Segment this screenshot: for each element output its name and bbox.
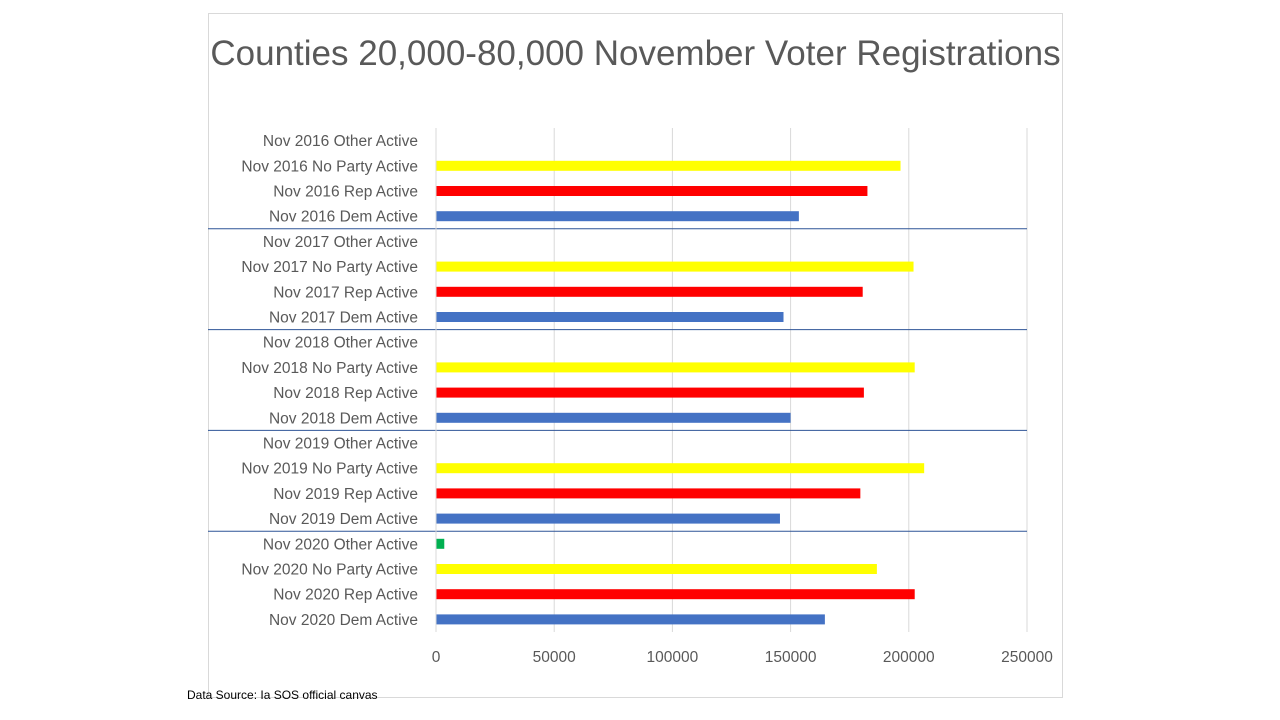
- bar-rep: [436, 186, 868, 196]
- category-label: Nov 2020 Other Active: [263, 536, 418, 553]
- category-label: Nov 2018 No Party Active: [241, 360, 418, 377]
- category-label: Nov 2019 No Party Active: [241, 461, 418, 478]
- category-label: Nov 2020 No Party Active: [241, 562, 418, 579]
- category-label: Nov 2016 No Party Active: [241, 158, 418, 175]
- category-label: Nov 2020 Rep Active: [273, 587, 418, 604]
- bar-other: [436, 538, 445, 549]
- bar-no-party: [436, 564, 877, 574]
- category-label: Nov 2016 Other Active: [263, 133, 418, 150]
- bar-dem: [436, 412, 791, 423]
- bar-no-party: [436, 160, 901, 171]
- x-tick-label: 0: [432, 649, 441, 666]
- category-label: Nov 2018 Other Active: [263, 335, 418, 352]
- chart-frame: [208, 13, 1063, 698]
- category-label: Nov 2017 No Party Active: [241, 259, 418, 276]
- category-label: Nov 2018 Dem Active: [269, 410, 418, 427]
- bar-no-party: [436, 362, 915, 373]
- bar-rep: [436, 589, 915, 600]
- category-label: Nov 2019 Other Active: [263, 436, 418, 453]
- source-note: Data Source: Ia SOS official canvas: [187, 688, 378, 702]
- category-label: Nov 2019 Dem Active: [269, 511, 418, 528]
- bar-rep: [436, 286, 863, 297]
- bar-dem: [436, 614, 825, 625]
- bar-rep: [436, 387, 864, 398]
- category-label: Nov 2016 Dem Active: [269, 209, 418, 226]
- category-label: Nov 2016 Rep Active: [273, 184, 418, 201]
- bar-dem: [436, 211, 799, 222]
- bar-dem: [436, 312, 784, 322]
- chart-title: Counties 20,000-80,000 November Voter Re…: [210, 34, 1061, 73]
- x-tick-label: 250000: [1001, 649, 1053, 666]
- category-label: Nov 2017 Dem Active: [269, 310, 418, 327]
- category-label: Nov 2019 Rep Active: [273, 486, 418, 503]
- x-tick-label: 200000: [883, 649, 935, 666]
- x-tick-label: 50000: [533, 649, 576, 666]
- category-label: Nov 2017 Other Active: [263, 234, 418, 251]
- x-tick-label: 100000: [647, 649, 699, 666]
- bar-dem: [436, 513, 780, 524]
- category-label: Nov 2020 Dem Active: [269, 612, 418, 629]
- category-label: Nov 2018 Rep Active: [273, 385, 418, 402]
- bar-rep: [436, 488, 861, 499]
- category-label: Nov 2017 Rep Active: [273, 284, 418, 301]
- bar-no-party: [436, 463, 925, 474]
- bar-no-party: [436, 261, 914, 272]
- x-tick-label: 150000: [765, 649, 817, 666]
